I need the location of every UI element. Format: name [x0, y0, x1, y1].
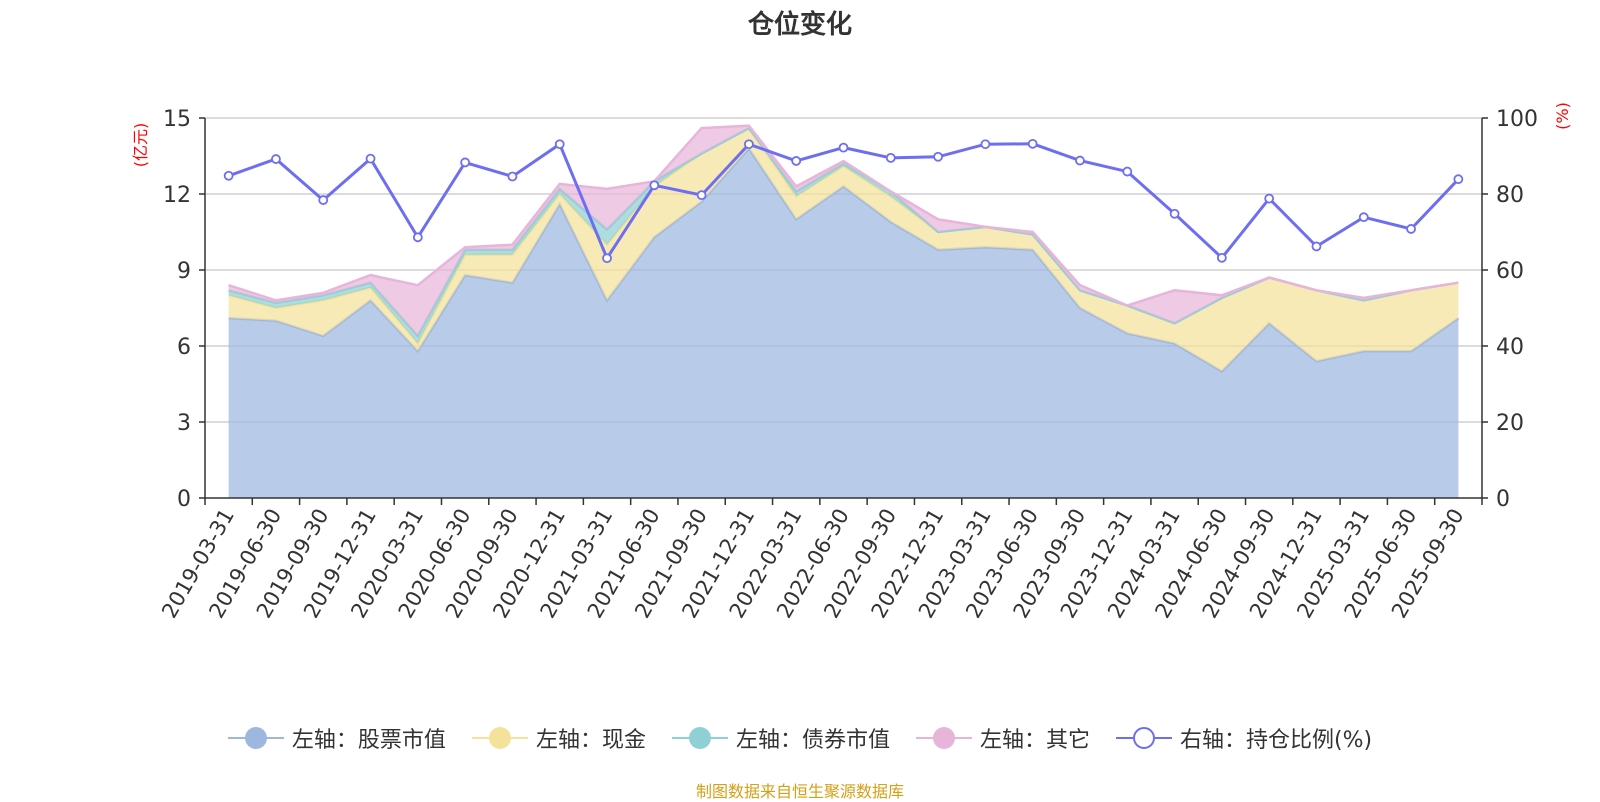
left-axis-unit: (亿元): [131, 123, 150, 168]
stacked-areas: [228, 124, 1460, 498]
right-axis-unit: (%): [1553, 102, 1572, 130]
legend-marker-icon: [227, 724, 284, 752]
ratio-point: [649, 180, 660, 191]
ratio-line-series: [223, 138, 1464, 264]
ratio-point: [602, 253, 612, 264]
legend-item[interactable]: 左轴：债券市值: [671, 722, 890, 754]
left-axis-tick-label: 6: [177, 335, 191, 360]
left-axis-tick-label: 0: [177, 487, 191, 512]
ratio-point: [271, 154, 281, 164]
ratio-point: [1075, 155, 1085, 166]
right-axis-tick-label: 60: [1496, 259, 1524, 284]
left-axis-tick-label: 9: [177, 259, 191, 284]
ratio-point: [1027, 138, 1038, 149]
right-axis-tick-label: 20: [1496, 411, 1524, 436]
ratio-point: [933, 151, 943, 162]
ratio-point: [1264, 193, 1275, 204]
legend-marker-icon: [671, 724, 728, 752]
ratio-point: [1122, 166, 1133, 177]
left-axis-tick-label: 15: [163, 107, 191, 132]
right-axis-tick-label: 100: [1496, 107, 1538, 132]
ratio-point: [412, 232, 423, 243]
ratio-point: [1453, 174, 1464, 185]
area-左轴：现金: [228, 128, 1459, 372]
legend-label: 右轴：持仓比例(%): [1179, 728, 1373, 753]
ratio-point: [1406, 224, 1416, 234]
ratio-point: [744, 139, 754, 150]
legend-marker-icon: [471, 724, 528, 752]
legend-item[interactable]: 右轴：持仓比例(%): [1115, 722, 1373, 754]
ratio-point: [223, 170, 234, 181]
legend-item[interactable]: 左轴：股票市值: [227, 722, 446, 754]
ratio-point: [460, 157, 471, 168]
legend-label: 左轴：现金: [535, 728, 646, 753]
ratio-point: [696, 190, 707, 201]
legend-marker-icon: [1115, 724, 1172, 752]
ratio-point: [885, 152, 896, 163]
ratio-point: [507, 171, 518, 182]
legend-item[interactable]: 左轴：其它: [915, 722, 1090, 754]
legend-item[interactable]: 左轴：现金: [471, 722, 646, 754]
data-source-credit: 制图数据来自恒生聚源数据库: [695, 782, 904, 801]
chart-title: 仓位变化: [747, 10, 852, 40]
legend: 左轴：股票市值 左轴：现金 左轴：债券市值 左轴：其它 右轴：持仓比例(%): [0, 722, 1600, 754]
right-axis-tick-label: 80: [1496, 183, 1524, 208]
legend-marker-icon: [915, 724, 972, 752]
ratio-point: [554, 139, 565, 150]
area-左轴：股票市值: [228, 148, 1459, 498]
ratio-point: [980, 139, 991, 150]
ratio-point: [1311, 241, 1322, 252]
left-axis-tick-label: 3: [177, 411, 191, 436]
ratio-point: [838, 142, 849, 153]
ratio-point: [1358, 212, 1369, 223]
area-edge-line: [228, 124, 1459, 307]
legend-label: 左轴：股票市值: [291, 728, 446, 753]
ratio-point: [1216, 252, 1227, 263]
ratio-point: [1169, 208, 1180, 219]
right-axis-tick-label: 0: [1496, 487, 1510, 512]
ratio-point: [318, 195, 329, 205]
right-axis-tick-label: 40: [1496, 335, 1524, 360]
ratio-point: [365, 153, 376, 164]
left-axis-tick-label: 12: [163, 183, 191, 208]
legend-label: 左轴：其它: [979, 728, 1090, 753]
ratio-point: [791, 156, 802, 166]
legend-label: 左轴：债券市值: [735, 728, 890, 753]
